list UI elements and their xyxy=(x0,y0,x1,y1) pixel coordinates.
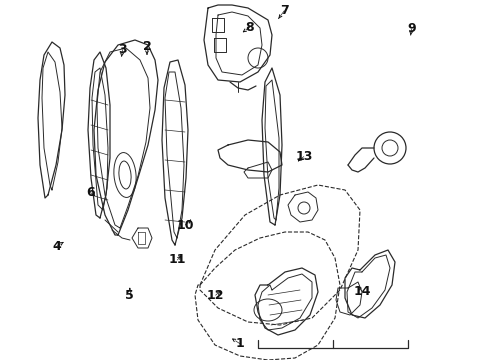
Text: 9: 9 xyxy=(407,22,416,35)
Text: 13: 13 xyxy=(295,150,313,163)
Text: 10: 10 xyxy=(176,219,194,231)
Text: 11: 11 xyxy=(169,253,186,266)
Text: 2: 2 xyxy=(143,40,151,53)
Text: 3: 3 xyxy=(118,43,127,56)
Text: 4: 4 xyxy=(52,240,61,253)
Text: 14: 14 xyxy=(354,285,371,298)
Text: 5: 5 xyxy=(125,289,134,302)
Text: 7: 7 xyxy=(280,4,289,17)
Text: 12: 12 xyxy=(207,289,224,302)
Text: 6: 6 xyxy=(86,186,95,199)
Text: 8: 8 xyxy=(245,21,254,33)
Text: 1: 1 xyxy=(236,337,245,350)
